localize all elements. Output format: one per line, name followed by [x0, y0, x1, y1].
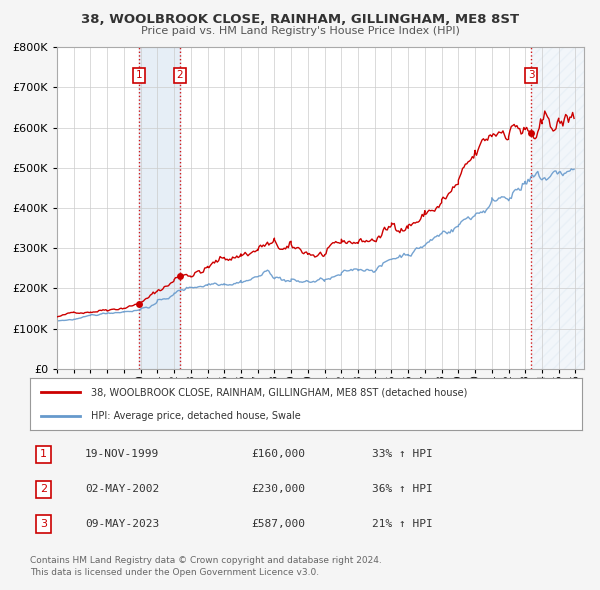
Text: £587,000: £587,000	[251, 519, 305, 529]
Text: 33% ↑ HPI: 33% ↑ HPI	[372, 450, 433, 460]
Text: £160,000: £160,000	[251, 450, 305, 460]
Text: 09-MAY-2023: 09-MAY-2023	[85, 519, 160, 529]
Text: 1: 1	[40, 450, 47, 460]
Text: 3: 3	[528, 70, 535, 80]
Text: 2: 2	[176, 70, 183, 80]
Text: 38, WOOLBROOK CLOSE, RAINHAM, GILLINGHAM, ME8 8ST: 38, WOOLBROOK CLOSE, RAINHAM, GILLINGHAM…	[81, 13, 519, 26]
Text: 2: 2	[40, 484, 47, 494]
Text: £230,000: £230,000	[251, 484, 305, 494]
Text: 19-NOV-1999: 19-NOV-1999	[85, 450, 160, 460]
Text: 36% ↑ HPI: 36% ↑ HPI	[372, 484, 433, 494]
Bar	[531, 47, 584, 369]
Text: Contains HM Land Registry data © Crown copyright and database right 2024.: Contains HM Land Registry data © Crown c…	[30, 556, 382, 565]
Text: 02-MAY-2002: 02-MAY-2002	[85, 484, 160, 494]
Text: 3: 3	[40, 519, 47, 529]
Text: 38, WOOLBROOK CLOSE, RAINHAM, GILLINGHAM, ME8 8ST (detached house): 38, WOOLBROOK CLOSE, RAINHAM, GILLINGHAM…	[91, 387, 467, 397]
Bar	[139, 47, 179, 369]
Text: 1: 1	[136, 70, 142, 80]
Text: HPI: Average price, detached house, Swale: HPI: Average price, detached house, Swal…	[91, 411, 301, 421]
Text: Price paid vs. HM Land Registry's House Price Index (HPI): Price paid vs. HM Land Registry's House …	[140, 26, 460, 36]
Text: This data is licensed under the Open Government Licence v3.0.: This data is licensed under the Open Gov…	[30, 568, 319, 576]
Text: 21% ↑ HPI: 21% ↑ HPI	[372, 519, 433, 529]
